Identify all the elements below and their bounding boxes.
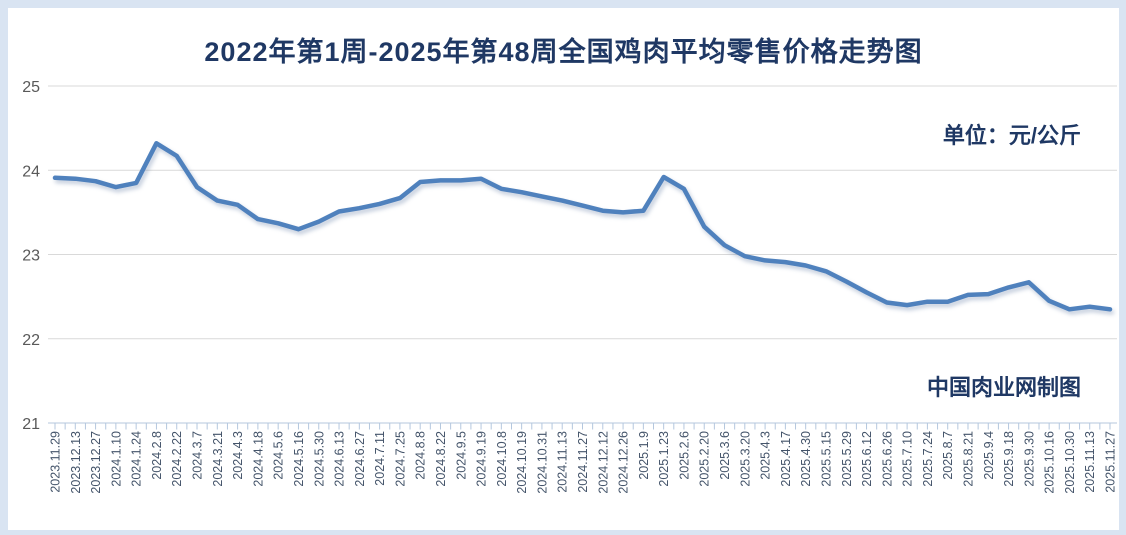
x-axis-label: 2024.7.11 (373, 431, 387, 486)
x-axis-label: 2025.2.20 (698, 431, 712, 487)
x-axis-label: 2025.6.12 (860, 431, 874, 487)
y-axis-label: 22 (22, 332, 40, 349)
x-axis-label: 2025.11.27 (1104, 431, 1118, 493)
x-axis-label: 2025.1.9 (637, 431, 651, 480)
y-axis-label: 25 (22, 79, 40, 96)
x-axis-label: 2025.2.6 (677, 431, 691, 480)
x-axis-label: 2024.11.27 (576, 431, 590, 493)
x-axis-label: 2024.7.25 (393, 431, 407, 487)
x-axis-label: 2025.8.7 (941, 431, 955, 480)
x-axis-label: 2024.9.5 (454, 431, 468, 480)
chart-title: 2022年第1周-2025年第48周全国鸡肉平均零售价格走势图 (204, 37, 923, 67)
x-axis-label: 2024.9.19 (475, 431, 489, 487)
x-axis-label: 2025.3.6 (718, 431, 732, 480)
x-axis-label: 2024.10.8 (495, 431, 509, 487)
credit-label: 中国肉业网制图 (926, 375, 1081, 400)
chart-panel: 2022年第1周-2025年第48周全国鸡肉平均零售价格走势图 单位：元/公斤 … (8, 8, 1119, 530)
x-axis-label: 2025.5.15 (819, 431, 833, 487)
x-axis-label: 2024.10.31 (535, 431, 549, 494)
y-axis-label: 23 (22, 248, 40, 265)
x-axis-label: 2024.6.27 (353, 431, 367, 487)
x-axis-label: 2024.2.8 (150, 431, 164, 480)
x-axis-label: 2024.6.13 (333, 431, 347, 487)
x-axis-label: 2024.5.30 (312, 431, 326, 487)
x-axis-label: 2025.7.24 (921, 431, 935, 487)
x-axis-label: 2025.9.4 (982, 431, 996, 480)
x-axis-label: 2025.10.16 (1043, 431, 1057, 494)
x-axis-label: 2025.9.18 (1002, 431, 1016, 487)
x-axis-label: 2024.12.26 (617, 431, 631, 494)
x-axis-label: 2024.5.6 (272, 431, 286, 480)
y-axis-label: 21 (22, 416, 40, 433)
x-axis-label: 2024.3.7 (191, 431, 205, 480)
x-axis-label: 2024.11.13 (556, 431, 570, 493)
x-axis-label: 2025.4.30 (799, 431, 813, 487)
y-axis-label: 24 (22, 163, 40, 180)
x-axis-label: 2025.6.26 (880, 431, 894, 487)
x-axis-label: 2024.1.24 (130, 431, 144, 487)
x-axis-label: 2025.9.30 (1022, 431, 1036, 487)
x-axis-label: 2025.5.29 (840, 431, 854, 487)
x-axis-label: 2025.4.17 (779, 431, 793, 487)
x-axis-label: 2023.12.13 (69, 431, 83, 494)
x-axis-label: 2024.5.16 (292, 431, 306, 487)
x-axis-label: 2024.2.22 (170, 431, 184, 487)
x-axis-label: 2025.8.21 (961, 431, 975, 487)
x-axis-label: 2025.10.30 (1063, 431, 1077, 494)
x-axis-label: 2025.11.13 (1083, 431, 1097, 493)
unit-label: 单位：元/公斤 (942, 123, 1081, 148)
x-axis-label: 2023.12.27 (89, 431, 103, 494)
x-axis-label: 2024.10.19 (515, 431, 529, 494)
x-axis-label: 2025.7.10 (901, 431, 915, 487)
x-axis-label: 2025.1.23 (657, 431, 671, 487)
x-axis-label: 2024.4.18 (251, 431, 265, 487)
x-axis-label: 2024.8.22 (434, 431, 448, 487)
x-axis-label: 2023.11.29 (49, 431, 63, 493)
x-axis-label: 2025.3.20 (738, 431, 752, 487)
x-axis-label: 2024.12.12 (596, 431, 610, 494)
price-series-line (52, 141, 1113, 312)
x-axis-label: 2024.8.8 (414, 431, 428, 480)
x-axis-label: 2025.4.3 (759, 431, 773, 480)
x-axis-label: 2024.1.10 (109, 431, 123, 487)
x-axis-label: 2024.4.3 (231, 431, 245, 480)
x-axis-label: 2024.3.21 (211, 431, 225, 487)
